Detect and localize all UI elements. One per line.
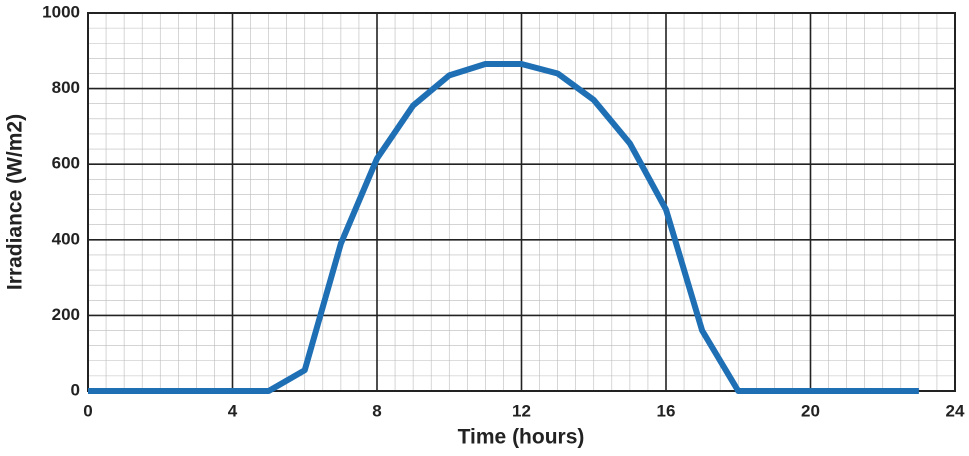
y-tick-label: 1000 [42,2,80,21]
y-tick-label: 800 [52,78,80,97]
y-tick-label: 0 [71,380,80,399]
x-tick-label: 12 [512,401,531,420]
x-tick-label: 0 [83,401,92,420]
y-tick-label: 600 [52,154,80,173]
y-tick-label: 400 [52,229,80,248]
series-line [88,61,919,394]
y-tick-label: 200 [52,305,80,324]
x-tick-label: 24 [946,401,965,420]
x-tick-label: 4 [228,401,238,420]
plot-frame [87,12,956,392]
x-tick-label: 20 [801,401,820,420]
x-tick-label: 16 [657,401,676,420]
x-tick-label: 8 [372,401,381,420]
y-axis-title: Irradiance (W/m2) [4,114,27,290]
x-axis-title: Time (hours) [458,426,585,449]
